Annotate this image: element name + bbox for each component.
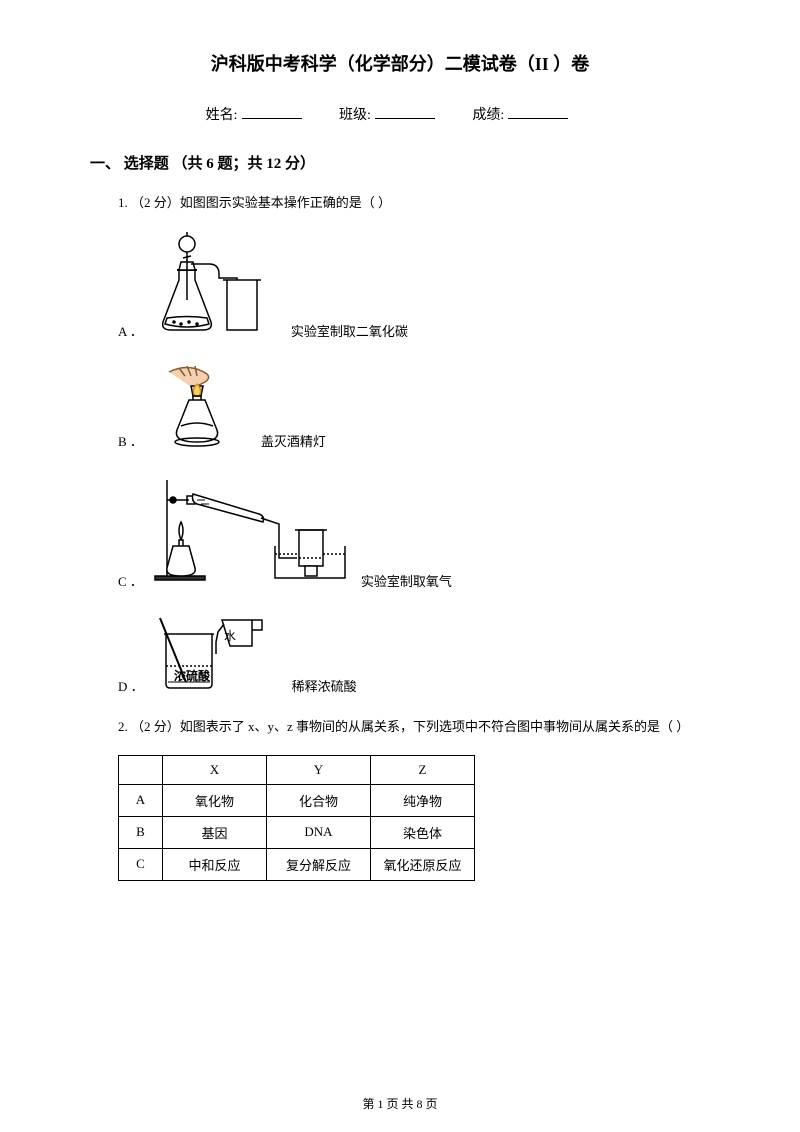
q1-option-b: B ． 盖灭酒精灯 (118, 360, 710, 450)
class-blank (375, 118, 435, 119)
cell: B (119, 816, 163, 848)
option-letter-b: B ． (118, 431, 143, 450)
option-b-text: 盖灭酒精灯 (261, 431, 326, 450)
cell: C (119, 848, 163, 880)
acid-label: 浓硫酸 (174, 668, 211, 683)
th-y: Y (267, 755, 371, 784)
cell: 氧化还原反应 (371, 848, 475, 880)
th-z: Z (371, 755, 475, 784)
co2-apparatus-icon (149, 230, 279, 340)
class-label: 班级: (339, 108, 371, 123)
dilute-acid-icon: 水 浓硫酸 (150, 610, 280, 695)
water-label: 水 (224, 629, 236, 643)
table-row: A 氧化物 化合物 纯净物 (119, 784, 475, 816)
alcohol-lamp-icon (149, 360, 249, 450)
student-info-line: 姓名: 班级: 成绩: (90, 104, 710, 124)
option-a-text: 实验室制取二氧化碳 (291, 321, 408, 340)
cell: DNA (267, 816, 371, 848)
question-2-stem: 2. （2 分）如图表示了 x、y、z 事物间的从属关系，下列选项中不符合图中事… (118, 715, 710, 738)
cell: 纯净物 (371, 784, 475, 816)
option-c-text: 实验室制取氧气 (361, 571, 452, 590)
page-title: 沪科版中考科学（化学部分）二模试卷（II ）卷 (90, 50, 710, 76)
table-header-row: X Y Z (119, 755, 475, 784)
score-label: 成绩: (472, 108, 504, 123)
option-letter-d: D ． (118, 676, 144, 695)
th-x: X (163, 755, 267, 784)
table-row: B 基因 DNA 染色体 (119, 816, 475, 848)
name-label: 姓名: (206, 108, 238, 123)
q1-option-a: A ． 实验 (118, 230, 710, 340)
option-letter-a: A ． (118, 321, 143, 340)
th-blank (119, 755, 163, 784)
oxygen-apparatus-icon (149, 470, 349, 590)
q2-table: X Y Z A 氧化物 化合物 纯净物 B 基因 DNA 染色体 C 中和反应 … (118, 755, 475, 881)
score-blank (508, 118, 568, 119)
cell: 化合物 (267, 784, 371, 816)
page-footer: 第 1 页 共 8 页 (0, 1095, 800, 1112)
cell: 染色体 (371, 816, 475, 848)
q1-option-c: C ． (118, 470, 710, 590)
cell: 中和反应 (163, 848, 267, 880)
question-1-stem: 1. （2 分）如图图示实验基本操作正确的是（ ） (118, 191, 710, 214)
cell: A (119, 784, 163, 816)
cell: 基因 (163, 816, 267, 848)
option-letter-c: C ． (118, 571, 143, 590)
cell: 复分解反应 (267, 848, 371, 880)
cell: 氧化物 (163, 784, 267, 816)
name-blank (242, 118, 302, 119)
option-d-text: 稀释浓硫酸 (292, 676, 357, 695)
q1-option-d: D ． 水 浓硫酸 稀释浓硫酸 (118, 610, 710, 695)
section-1-heading: 一、 选择题 （共 6 题；共 12 分） (90, 152, 710, 173)
table-row: C 中和反应 复分解反应 氧化还原反应 (119, 848, 475, 880)
